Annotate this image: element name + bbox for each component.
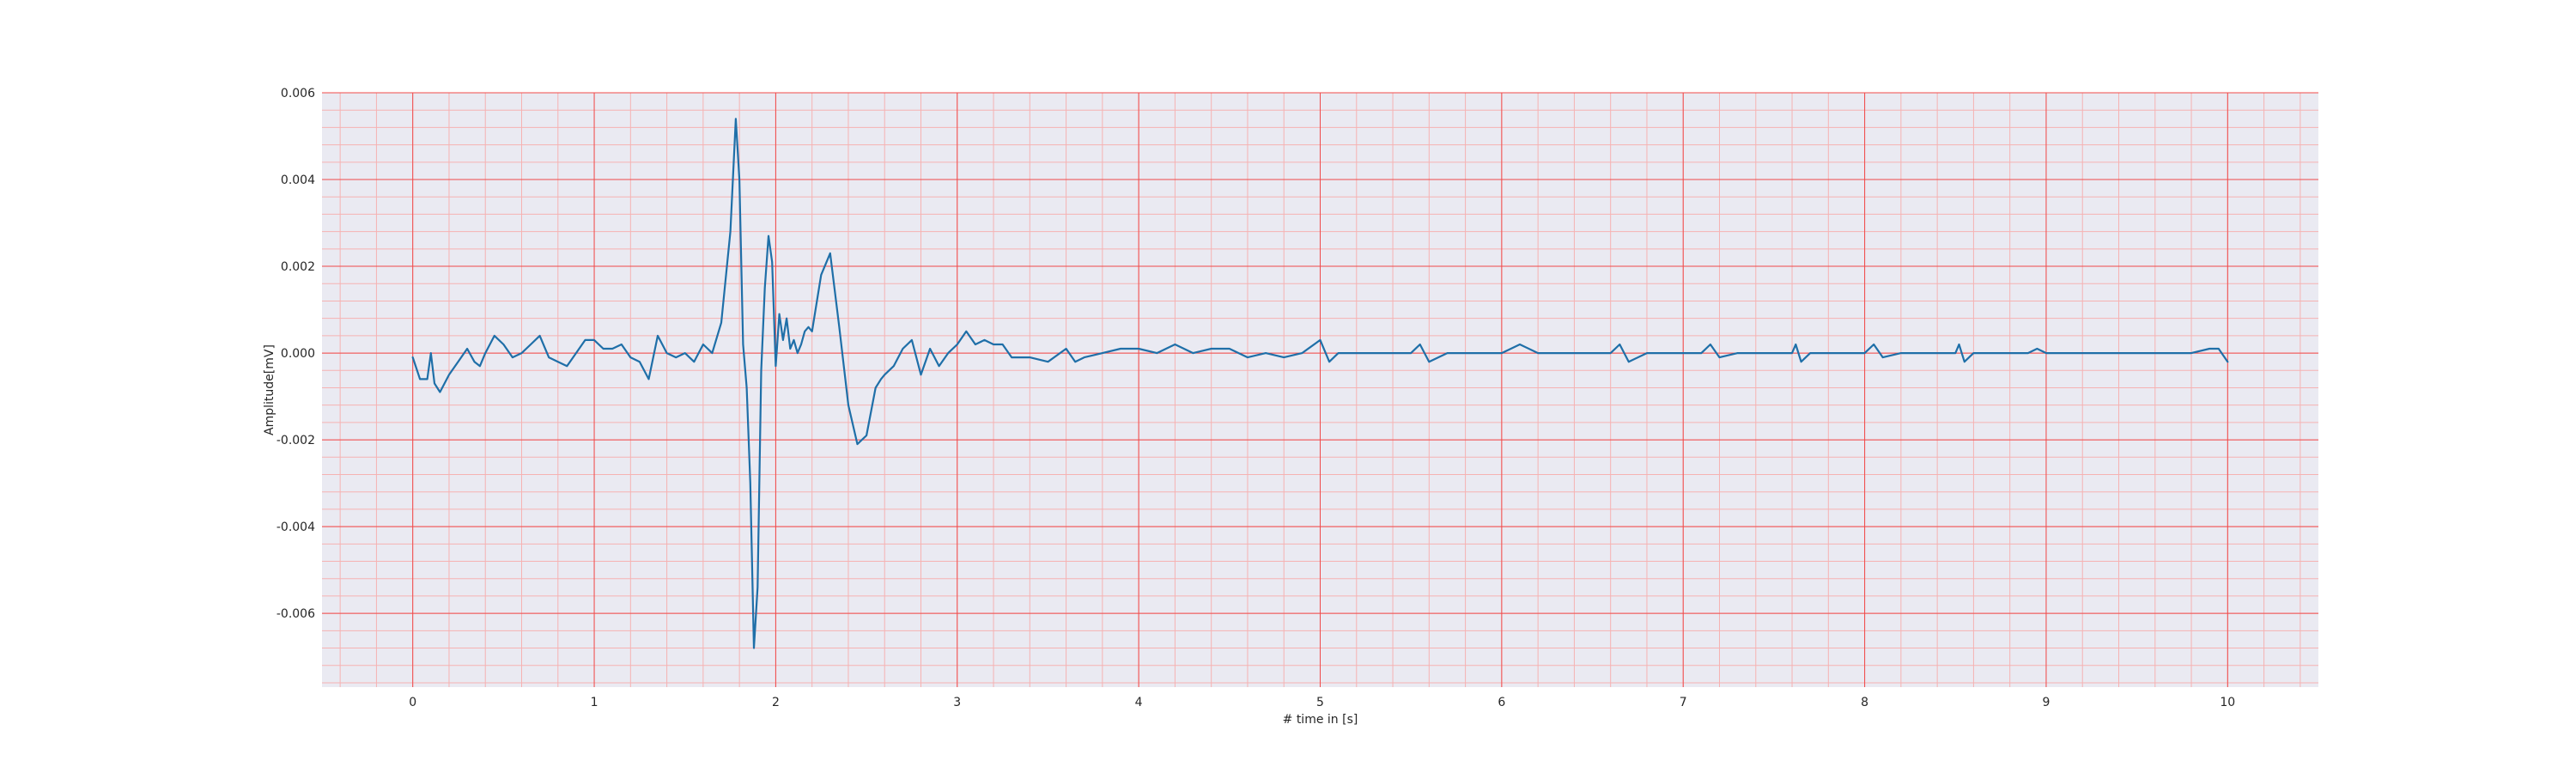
y-tick-label: 0.004: [281, 173, 315, 187]
x-tick-label: 1: [591, 696, 598, 709]
x-tick-label: 4: [1135, 696, 1143, 709]
series-layer: [411, 118, 2229, 649]
x-tick-label: 3: [953, 696, 961, 709]
x-tick-label: 8: [1861, 696, 1868, 709]
signal-line: [411, 118, 2229, 649]
x-tick-label: 0: [409, 696, 416, 709]
major-grid: [322, 92, 2318, 687]
y-axis-label: Amplitude[mV]: [263, 344, 276, 435]
x-tick-label: 6: [1498, 696, 1505, 709]
x-tick-label: 5: [1316, 696, 1324, 709]
y-tick-label: 0.000: [281, 347, 315, 361]
y-axis-ticks: 0.006 0.004 0.002 0.000 -0.002 -0.004 -0.006: [276, 87, 315, 621]
x-tick-label: 2: [772, 696, 780, 709]
x-axis-label: # time in [s]: [1283, 713, 1358, 727]
y-tick-label: -0.002: [276, 434, 315, 447]
x-tick-label: 10: [2220, 696, 2235, 709]
y-tick-label: 0.002: [281, 260, 315, 274]
x-tick-label: 7: [1680, 696, 1687, 709]
y-tick-label: 0.006: [281, 87, 315, 100]
x-axis-ticks: 0 1 2 3 4 5 6 7 8 9 10: [409, 696, 2235, 709]
y-tick-label: -0.004: [276, 520, 315, 534]
y-tick-label: -0.006: [276, 607, 315, 621]
x-tick-label: 9: [2042, 696, 2050, 709]
